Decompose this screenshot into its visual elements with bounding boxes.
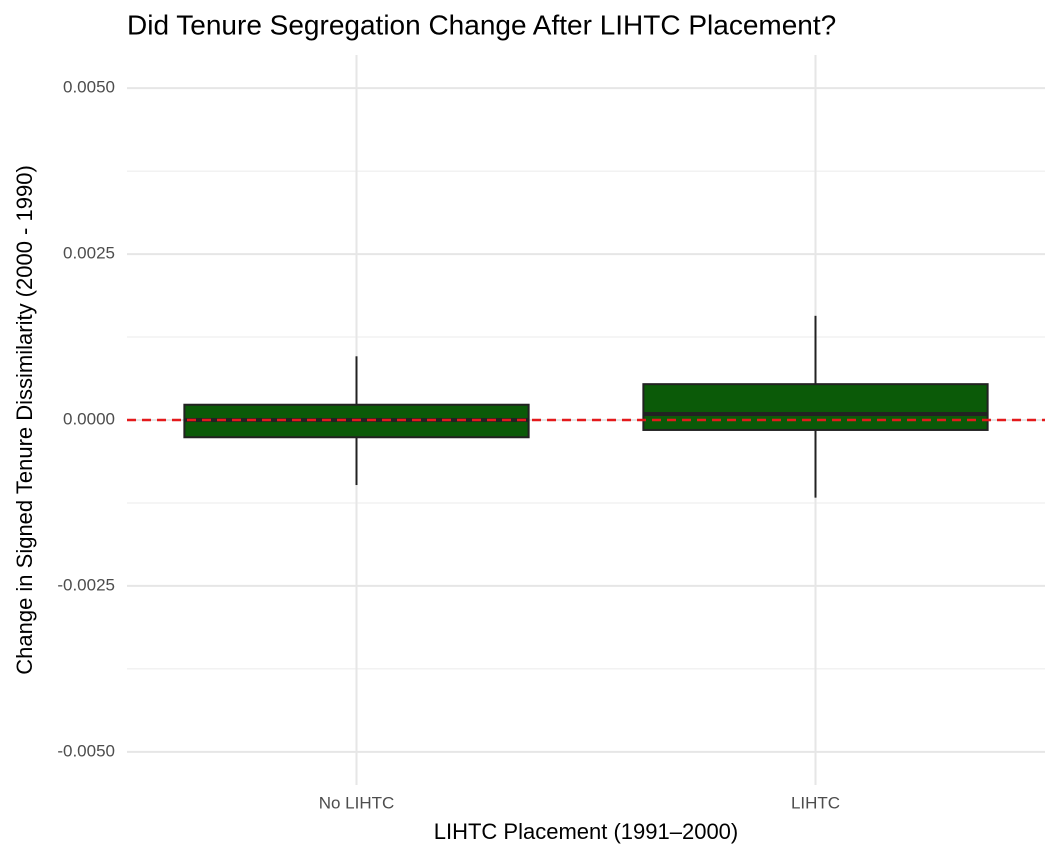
box <box>642 383 989 431</box>
x-tick-label: No LIHTC <box>319 793 395 812</box>
x-axis-label: LIHTC Placement (1991–2000) <box>434 819 739 844</box>
y-axis-label: Change in Signed Tenure Dissimilarity (2… <box>12 165 37 675</box>
x-tick-label: LIHTC <box>791 793 840 812</box>
y-tick-label: 0.0025 <box>63 244 115 263</box>
chart-title: Did Tenure Segregation Change After LIHT… <box>127 9 836 40</box>
y-tick-label: -0.0050 <box>57 741 115 760</box>
y-tick-label: 0.0050 <box>63 78 115 97</box>
y-tick-label: 0.0000 <box>63 409 115 428</box>
y-tick-label: -0.0025 <box>57 575 115 594</box>
